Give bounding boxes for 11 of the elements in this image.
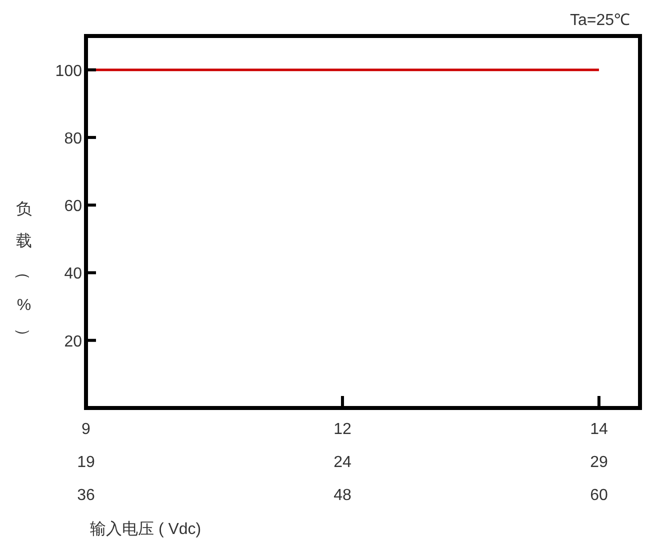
y-tick-label: 100 [55, 62, 82, 80]
x-tick-label: 12 24 48 [334, 421, 352, 504]
y-tick-label: 80 [64, 130, 82, 148]
x-axis-title: 输入电压 ( Vdc) [90, 520, 202, 538]
y-axis-title: 负载（%） [14, 200, 32, 344]
text: Ta=25℃ [570, 12, 630, 29]
x-tick-label: 9 19 36 [77, 421, 95, 504]
y-tick-label: 60 [64, 198, 82, 216]
y-tick-label: 40 [64, 266, 82, 283]
y-tick-label: 20 [64, 333, 82, 350]
x-tick-label: 14 29 60 [590, 421, 608, 504]
